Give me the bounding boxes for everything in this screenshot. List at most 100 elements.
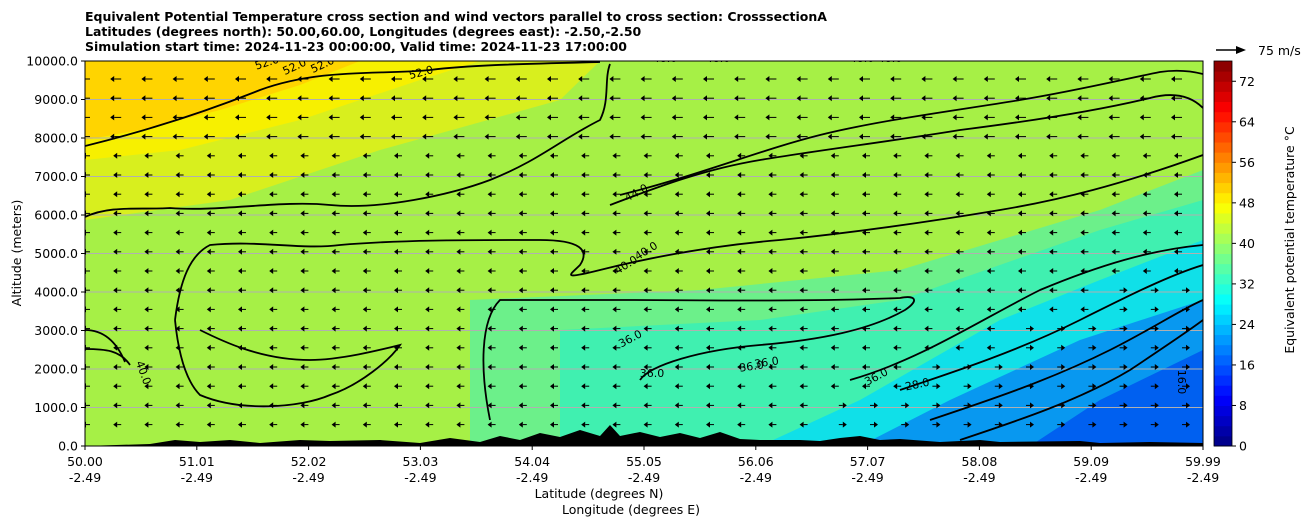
wind-arrow [487,210,496,217]
colorbar-band [1214,294,1232,305]
wind-arrow [518,287,527,294]
wind-arrow [581,383,590,390]
wind-arrow [612,268,621,274]
wind-arrow [85,116,90,118]
wind-arrow [331,172,340,178]
wind-arrow [394,248,402,255]
wind-arrow [612,421,621,428]
wind-arrow [1174,191,1182,198]
wind-arrow [331,306,340,313]
wind-arrow [1026,402,1034,409]
wind-arrow [172,114,184,121]
x-tick-lon: -2.49 [69,470,101,485]
wind-arrow [830,248,839,255]
wind-arrow [578,114,590,121]
wind-arrow [144,344,153,351]
wind-arrow [893,210,902,217]
wind-arrow [266,114,278,121]
wind-arrow [85,136,90,138]
wind-arrow [238,210,246,217]
wind-arrow [206,191,215,198]
wind-arrow [110,76,122,82]
wind-arrow [921,133,933,140]
colorbar-label: Equivalent potential temperature °C [1282,126,1297,354]
wind-arrow [300,325,309,332]
wind-arrow [612,344,621,351]
contour-52 [85,61,601,147]
wind-arrow [144,364,153,370]
wind-arrow [706,306,714,313]
wind-arrow [799,191,808,198]
wind-arrow [768,191,777,198]
wind-arrow [1111,248,1120,255]
wind-arrow [830,325,839,332]
wind-arrow [518,306,527,313]
wind-arrow [206,287,215,294]
wind-arrow [362,344,371,351]
wind-arrow [425,306,434,313]
contour-40-left [174,319,403,408]
wind-arrow [1119,287,1128,294]
wind-arrow [175,229,184,236]
wind-arrow [1174,210,1182,217]
colorbar-band [1214,263,1232,275]
wind-arrow [1046,95,1058,102]
wind-arrow [830,364,839,370]
wind-arrow [113,268,122,274]
wind-arrow [578,133,590,140]
colorbar-tick-label: 32 [1239,276,1255,291]
wind-arrow [394,402,402,409]
contour-label: 16.0 [1175,370,1188,395]
wind-arrow [1057,344,1066,351]
wind-arrow [827,95,839,102]
wind-arrow [238,402,246,409]
wind-arrow [674,306,683,313]
wind-arrow [1111,191,1120,198]
wind-arrow [1182,402,1190,409]
wind-arrow [1142,229,1151,236]
wind-arrow [172,95,184,102]
wind-arrow [1111,268,1120,274]
wind-arrow [425,287,434,294]
colorbar-band [1214,142,1232,153]
title-line-2: Latitudes (degrees north): 50.00,60.00, … [85,24,642,39]
wind-arrow [269,229,278,236]
wind-arrow [425,344,434,351]
wind-arrow [706,268,714,274]
wind-arrow [394,191,402,198]
wind-arrow [924,325,933,332]
wind-arrow [206,210,215,217]
wind-arrow [547,133,558,140]
wind-arrow [394,306,402,313]
wind-arrow [362,383,371,390]
wind-arrow [547,95,558,102]
wind-arrow [269,402,278,409]
wind-arrow [609,114,621,121]
wind-arrow [1080,229,1089,236]
wind-arrow [144,421,153,428]
contour-label: 48.0 [653,52,678,65]
wind-arrow [737,287,746,294]
wind-arrow [893,268,902,274]
wind-arrow [671,133,683,140]
wind-arrow [550,364,558,370]
x-tick-lon: -2.49 [1187,470,1219,485]
wind-arrow [1119,325,1128,332]
wind-arrow [425,268,434,274]
wind-arrow [1142,172,1151,178]
wind-arrow [862,152,870,159]
wind-arrow [515,76,527,82]
wind-arrow [144,210,153,217]
wind-arrow [113,191,122,198]
wind-arrow [550,152,558,159]
colorbar-band [1214,182,1232,194]
wind-arrow [238,287,246,294]
wind-arrow [581,229,590,236]
colorbar-band [1214,253,1232,265]
wind-arrow [799,248,808,255]
wind-arrow [1182,306,1190,313]
wind-arrow [1139,95,1151,102]
wind-arrow [297,95,309,102]
wind-arrow [238,248,246,255]
wind-arrow [518,268,527,274]
